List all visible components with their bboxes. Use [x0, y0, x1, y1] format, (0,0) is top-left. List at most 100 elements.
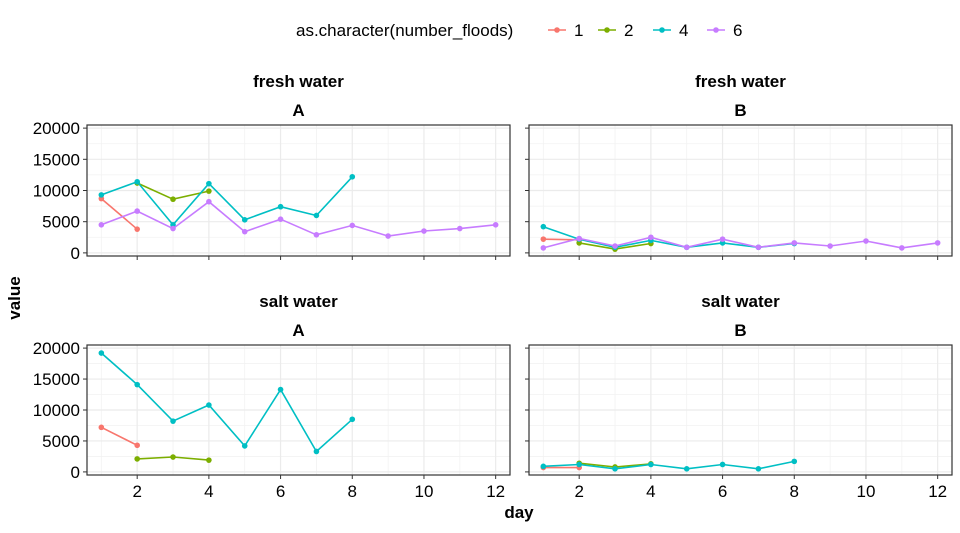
- panel-border: [86, 124, 511, 257]
- panel-border: [528, 124, 953, 257]
- data-point: [683, 244, 690, 251]
- series-1: [98, 424, 140, 449]
- panel-border: [86, 344, 511, 476]
- series-line: [100, 352, 353, 453]
- x-tick-label: 12: [486, 482, 505, 501]
- x-tick-label: 4: [646, 482, 655, 501]
- data-point: [349, 416, 356, 423]
- y-tick-label: 20000: [33, 339, 80, 358]
- legend-entry-1: 1: [548, 21, 583, 40]
- legend-title: as.character(number_floods): [296, 21, 513, 40]
- data-point: [98, 350, 105, 356]
- strip-label-top: salt water: [259, 292, 338, 311]
- data-point: [719, 461, 726, 468]
- x-tick-label: 8: [348, 482, 357, 501]
- x-tick-label: 10: [415, 482, 434, 501]
- x-tick-label: 8: [790, 482, 799, 501]
- data-point: [612, 466, 618, 472]
- data-point: [421, 228, 427, 234]
- data-point: [134, 208, 140, 214]
- strip-label-bottom: A: [292, 321, 304, 340]
- data-point: [277, 386, 284, 393]
- series-2: [134, 454, 212, 463]
- data-point: [206, 188, 212, 194]
- y-tick-label: 20000: [33, 119, 80, 138]
- data-point: [934, 240, 941, 246]
- series-line: [101, 176, 353, 227]
- data-point: [134, 178, 140, 185]
- data-point: [540, 463, 547, 470]
- data-point: [540, 245, 547, 251]
- strip-label-bottom: A: [292, 101, 304, 120]
- series-4: [98, 173, 356, 228]
- data-point: [540, 236, 547, 242]
- legend-entry-2: 2: [598, 21, 633, 40]
- data-point: [206, 180, 212, 187]
- y-tick-label: 0: [71, 463, 80, 482]
- x-tick-label: 6: [276, 482, 285, 501]
- legend-label: 1: [574, 21, 583, 40]
- y-tick-label: 0: [71, 244, 80, 263]
- data-point: [899, 245, 905, 251]
- data-point: [492, 222, 499, 228]
- data-point: [241, 217, 248, 223]
- data-point: [457, 225, 463, 232]
- y-tick-label: 10000: [33, 182, 80, 201]
- data-point: [98, 424, 105, 431]
- data-point: [170, 418, 176, 424]
- legend-label: 4: [679, 21, 688, 40]
- legend-label: 2: [624, 21, 633, 40]
- legend-key-point: [604, 27, 610, 33]
- strip-label-bottom: B: [734, 101, 746, 120]
- data-point: [313, 231, 320, 238]
- series-line: [543, 460, 795, 470]
- x-tick-label: 2: [132, 482, 141, 501]
- series-line: [100, 426, 138, 447]
- data-point: [134, 226, 140, 232]
- data-point: [241, 228, 248, 235]
- legend-entry-6: 6: [707, 21, 742, 40]
- data-point: [755, 244, 762, 251]
- series-4: [98, 350, 356, 455]
- data-point: [206, 457, 212, 463]
- data-point: [134, 442, 140, 449]
- panel-4: salt water B 2 4 6 8 10 12: [525, 292, 953, 501]
- data-point: [277, 216, 284, 222]
- data-point: [134, 381, 140, 388]
- data-point: [648, 234, 654, 241]
- y-tick-label: 15000: [33, 150, 80, 169]
- data-point: [385, 233, 391, 239]
- legend-label: 6: [733, 21, 742, 40]
- y-tick-label: 15000: [33, 370, 80, 389]
- legend-key-point: [554, 27, 560, 33]
- data-point: [827, 243, 833, 249]
- data-point: [206, 198, 212, 205]
- data-point: [313, 212, 320, 219]
- data-point: [719, 236, 726, 242]
- y-tick-label: 10000: [33, 401, 80, 420]
- series-line: [100, 197, 138, 230]
- strip-label-top: fresh water: [253, 72, 344, 91]
- data-point: [863, 238, 869, 244]
- series-line: [101, 200, 496, 237]
- data-point: [313, 448, 320, 455]
- y-axis-label: value: [5, 276, 24, 319]
- legend: as.character(number_floods) 1 2 4 6: [296, 21, 742, 40]
- data-point: [98, 222, 105, 228]
- x-tick-label: 4: [204, 482, 213, 501]
- data-point: [648, 461, 654, 468]
- data-point: [134, 456, 140, 462]
- data-point: [612, 243, 618, 249]
- data-point: [791, 458, 798, 465]
- panel-border: [528, 344, 953, 476]
- legend-key-point: [659, 27, 665, 33]
- strip-label-top: salt water: [701, 292, 780, 311]
- x-tick-label: 2: [574, 482, 583, 501]
- x-tick-label: 10: [857, 482, 876, 501]
- data-point: [170, 196, 176, 203]
- panel-1: fresh water A 0 5000 10000 15000 20000: [33, 72, 511, 263]
- legend-key-point: [713, 27, 719, 33]
- data-point: [170, 454, 176, 460]
